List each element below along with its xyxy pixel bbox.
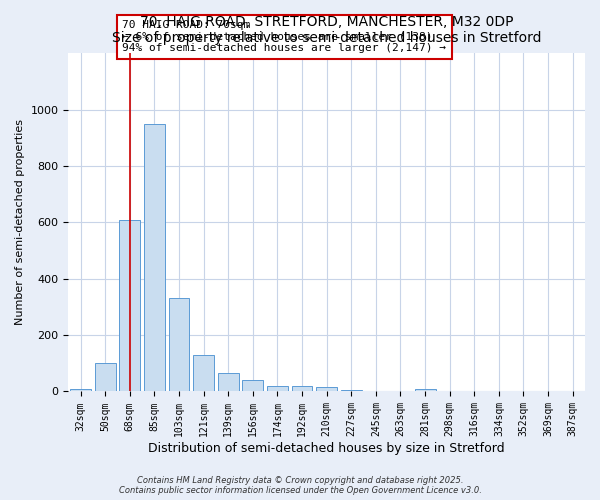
Bar — [316, 387, 337, 392]
Bar — [341, 390, 362, 392]
Title: 70, HAIG ROAD, STRETFORD, MANCHESTER, M32 0DP
Size of property relative to semi-: 70, HAIG ROAD, STRETFORD, MANCHESTER, M3… — [112, 15, 541, 45]
Bar — [70, 388, 91, 392]
Text: 70 HAIG ROAD: 70sqm
← 6% of semi-detached houses are smaller (138)
94% of semi-d: 70 HAIG ROAD: 70sqm ← 6% of semi-detache… — [122, 20, 446, 54]
Bar — [267, 386, 288, 392]
Bar — [95, 364, 116, 392]
Y-axis label: Number of semi-detached properties: Number of semi-detached properties — [15, 120, 25, 326]
Bar — [242, 380, 263, 392]
X-axis label: Distribution of semi-detached houses by size in Stretford: Distribution of semi-detached houses by … — [148, 442, 505, 455]
Bar — [169, 298, 190, 392]
Text: Contains HM Land Registry data © Crown copyright and database right 2025.
Contai: Contains HM Land Registry data © Crown c… — [119, 476, 481, 495]
Bar — [119, 220, 140, 392]
Bar — [218, 373, 239, 392]
Bar — [193, 355, 214, 392]
Bar — [415, 388, 436, 392]
Bar — [144, 124, 165, 392]
Bar — [292, 386, 313, 392]
